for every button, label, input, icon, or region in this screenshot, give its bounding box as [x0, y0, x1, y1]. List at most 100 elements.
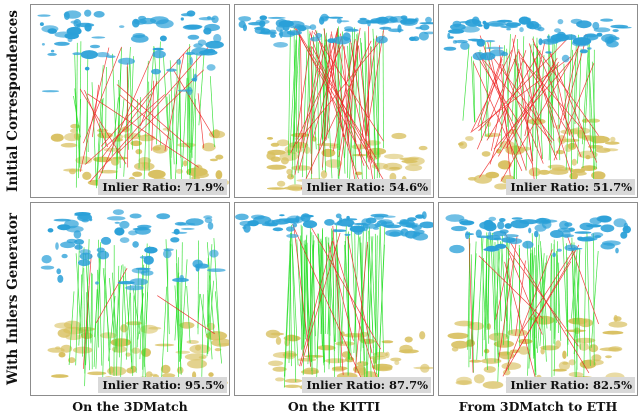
outlier-correspondence-line	[365, 26, 385, 142]
target-point-blob	[270, 156, 281, 162]
source-point-blob	[63, 10, 82, 19]
source-point-blob	[593, 27, 611, 33]
panel-kitti-initial: Inlier Ratio: 54.6%	[234, 4, 434, 198]
target-point-blob	[175, 350, 191, 354]
source-point-blob	[448, 29, 465, 34]
source-point-blob	[389, 231, 401, 237]
target-point-blob	[162, 127, 169, 131]
source-point-blob	[270, 33, 276, 38]
target-point-blob	[385, 351, 390, 358]
source-point-blob	[61, 253, 68, 259]
outlier-correspondence-line	[338, 45, 357, 143]
source-point-blob	[174, 221, 187, 226]
inlier-correspondence-line	[163, 55, 169, 132]
outlier-correspondence-line	[300, 232, 341, 367]
target-point-blob	[284, 378, 303, 383]
source-point-blob	[106, 216, 126, 221]
target-point-blob	[276, 139, 290, 147]
source-point-blob	[375, 35, 388, 44]
target-point-blob	[399, 157, 419, 161]
target-point-blob	[605, 355, 612, 359]
outlier-correspondence-line	[347, 236, 373, 354]
source-point-blob	[310, 36, 321, 42]
source-point-blob	[206, 64, 216, 71]
outlier-correspondence-line	[487, 41, 514, 159]
source-point-blob	[556, 31, 566, 40]
inlier-correspondence-line	[376, 35, 380, 158]
target-point-blob	[552, 368, 567, 372]
source-point-blob	[400, 18, 418, 26]
target-point-blob	[540, 345, 560, 351]
source-point-blob	[235, 213, 249, 221]
source-point-blob	[501, 237, 516, 243]
source-point-blob	[283, 218, 300, 224]
target-point-blob	[215, 154, 224, 160]
target-point-blob	[465, 136, 474, 141]
inlier-correspondence-line	[74, 88, 81, 169]
source-point-blob	[579, 222, 594, 231]
target-point-blob	[209, 158, 218, 162]
outlier-correspondence-line	[290, 45, 342, 153]
row-label-text: Initial Correspondences	[5, 10, 21, 192]
inlier-correspondence-line	[207, 290, 213, 360]
source-point-blob	[74, 239, 85, 245]
source-point-blob	[484, 222, 497, 232]
outlier-correspondence-line	[338, 45, 359, 176]
inlier-correspondence-line	[194, 98, 197, 186]
source-point-blob	[273, 42, 288, 48]
inlier-correspondence-line	[125, 284, 131, 360]
outlier-correspondence-line	[365, 46, 372, 140]
inlier-correspondence-line	[540, 247, 547, 362]
outlier-correspondence-line	[474, 52, 520, 123]
target-point-blob	[267, 149, 286, 155]
source-point-blob	[324, 219, 335, 226]
source-point-blob	[448, 36, 454, 39]
inlier-correspondence-line	[322, 229, 325, 373]
target-point-blob	[266, 137, 274, 140]
inlier-correspondence-line	[170, 87, 176, 159]
source-point-blob	[238, 20, 246, 28]
source-point-blob	[54, 41, 70, 46]
inlier-correspondence-line	[502, 237, 510, 346]
target-point-blob	[130, 140, 142, 147]
source-point-blob	[272, 227, 284, 232]
source-point-blob	[132, 241, 139, 248]
inlier-correspondence-line	[307, 29, 312, 154]
outlier-correspondence-line	[89, 46, 209, 183]
outlier-correspondence-line	[491, 55, 555, 142]
target-point-blob	[70, 128, 78, 133]
inlier-correspondence-line	[79, 41, 82, 168]
source-point-blob	[413, 231, 421, 237]
outlier-correspondence-line	[550, 51, 571, 136]
target-point-blob	[481, 358, 502, 364]
inlier-correspondence-line	[364, 32, 368, 181]
inlier-correspondence-line	[382, 30, 384, 149]
target-point-blob	[501, 362, 522, 370]
outlier-correspondence-line	[468, 237, 474, 373]
inlier-correspondence-line	[186, 285, 191, 343]
inlier-correspondence-line	[536, 43, 543, 160]
outlier-correspondence-line	[339, 33, 370, 163]
source-point-blob	[452, 40, 458, 44]
source-point-blob	[577, 236, 584, 240]
source-point-blob	[84, 9, 92, 17]
target-point-blob	[272, 366, 287, 372]
target-point-blob	[280, 157, 289, 165]
source-point-blob	[74, 214, 83, 216]
inlier-correspondence-line	[350, 225, 358, 357]
source-point-blob	[267, 16, 286, 19]
source-point-blob	[365, 217, 377, 224]
inlier-correspondence-line	[349, 27, 356, 187]
source-point-blob	[576, 20, 592, 29]
inlier-correspondence-line	[90, 272, 92, 344]
source-point-blob	[207, 16, 211, 20]
inlier-correspondence-line	[316, 238, 322, 381]
outlier-correspondence-line	[528, 43, 555, 128]
target-point-blob	[137, 134, 156, 142]
inlier-correspondence-line	[573, 242, 578, 370]
target-point-blob	[132, 171, 143, 177]
target-point-blob	[147, 169, 166, 179]
target-point-blob	[608, 346, 623, 352]
source-point-blob	[211, 15, 219, 24]
inlier-correspondence-line	[337, 35, 340, 151]
